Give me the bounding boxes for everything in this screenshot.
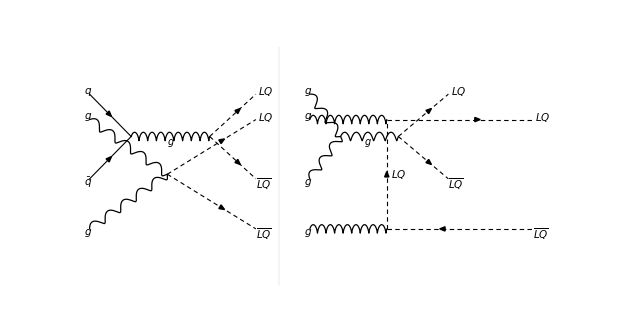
Polygon shape — [106, 157, 111, 162]
Polygon shape — [475, 117, 480, 122]
Text: $g$: $g$ — [303, 227, 312, 239]
Text: $g$: $g$ — [303, 111, 312, 123]
Text: $LQ$: $LQ$ — [391, 168, 406, 181]
Text: $g$: $g$ — [365, 137, 372, 149]
Polygon shape — [106, 111, 111, 116]
Polygon shape — [426, 159, 431, 164]
Text: $LQ$: $LQ$ — [535, 111, 551, 124]
Polygon shape — [439, 227, 445, 231]
Polygon shape — [235, 159, 240, 164]
Text: $g$: $g$ — [84, 227, 92, 239]
Text: $g$: $g$ — [166, 137, 174, 149]
Text: $\overline{LQ}$: $\overline{LQ}$ — [449, 176, 464, 192]
Text: $q$: $q$ — [84, 86, 92, 98]
Text: $g$: $g$ — [84, 111, 92, 123]
Text: $LQ$: $LQ$ — [258, 111, 274, 124]
Text: $\bar{q}$: $\bar{q}$ — [84, 176, 92, 190]
Text: $\overline{LQ}$: $\overline{LQ}$ — [256, 176, 272, 192]
Polygon shape — [235, 109, 240, 114]
Polygon shape — [219, 205, 224, 210]
Polygon shape — [384, 171, 389, 177]
Text: $LQ$: $LQ$ — [451, 85, 466, 98]
Text: $LQ$: $LQ$ — [258, 85, 274, 98]
Polygon shape — [219, 139, 224, 143]
Text: $g$: $g$ — [303, 177, 312, 189]
Text: $g$: $g$ — [303, 86, 312, 98]
Polygon shape — [426, 109, 431, 114]
Text: $\overline{LQ}$: $\overline{LQ}$ — [256, 226, 272, 242]
Text: $\overline{LQ}$: $\overline{LQ}$ — [533, 226, 549, 242]
